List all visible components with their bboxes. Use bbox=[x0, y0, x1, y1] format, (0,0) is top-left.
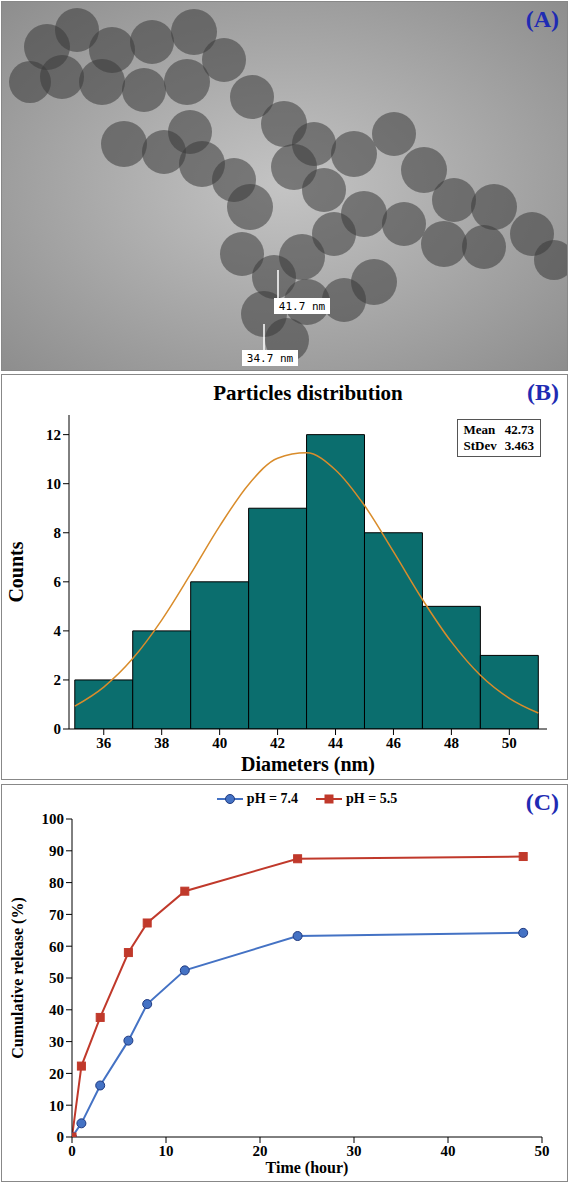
html-text:Counts: Counts bbox=[4, 541, 27, 603]
html-text:Cumulative release (%): Cumulative release (%) bbox=[9, 897, 26, 1059]
svg-text:2: 2 bbox=[54, 672, 62, 688]
svg-text:10: 10 bbox=[46, 476, 61, 492]
svg-text:34.7 nm: 34.7 nm bbox=[247, 352, 294, 365]
html-text:(A): (A) bbox=[525, 6, 559, 32]
svg-text:10: 10 bbox=[159, 1143, 174, 1159]
html-text:Particles distribution: Particles distribution bbox=[213, 381, 403, 405]
svg-text:0: 0 bbox=[57, 1129, 65, 1145]
svg-text:40: 40 bbox=[49, 1002, 64, 1018]
svg-text:10: 10 bbox=[49, 1098, 64, 1114]
svg-text:50: 50 bbox=[49, 970, 64, 986]
html-text:Diameters (nm): Diameters (nm) bbox=[241, 753, 375, 775]
svg-text:40: 40 bbox=[441, 1143, 456, 1159]
svg-text:30: 30 bbox=[49, 1034, 64, 1050]
svg-text:50: 50 bbox=[535, 1143, 550, 1159]
html-text:Mean: Mean bbox=[463, 422, 496, 437]
svg-text:60: 60 bbox=[49, 939, 64, 955]
svg-text:80: 80 bbox=[49, 875, 64, 891]
svg-text:44: 44 bbox=[328, 735, 344, 751]
svg-text:40: 40 bbox=[212, 735, 227, 751]
svg-text:30: 30 bbox=[347, 1143, 362, 1159]
svg-text:4: 4 bbox=[54, 623, 62, 639]
svg-text:0: 0 bbox=[68, 1143, 76, 1159]
html-text:pH = 5.5: pH = 5.5 bbox=[346, 791, 398, 806]
html-text:Time (hour): Time (hour) bbox=[265, 1159, 349, 1176]
svg-text:20: 20 bbox=[49, 1066, 64, 1082]
svg-text:48: 48 bbox=[444, 735, 459, 751]
html-text:(B): (B) bbox=[527, 379, 559, 405]
svg-text:8: 8 bbox=[54, 525, 62, 541]
html-text:42.73: 42.73 bbox=[504, 422, 534, 437]
svg-text:42: 42 bbox=[270, 735, 285, 751]
html-text:pH = 7.4: pH = 7.4 bbox=[246, 791, 298, 806]
svg-text:46: 46 bbox=[386, 735, 402, 751]
svg-text:50: 50 bbox=[502, 735, 517, 751]
svg-text:90: 90 bbox=[49, 843, 64, 859]
svg-text:20: 20 bbox=[253, 1143, 268, 1159]
svg-text:100: 100 bbox=[42, 811, 65, 827]
svg-text:38: 38 bbox=[154, 735, 169, 751]
svg-text:70: 70 bbox=[49, 907, 64, 923]
svg-text:6: 6 bbox=[54, 574, 62, 590]
svg-text:41.7 nm: 41.7 nm bbox=[279, 300, 326, 313]
html-text:3.463: 3.463 bbox=[504, 438, 534, 453]
html-text:StDev: StDev bbox=[463, 438, 497, 453]
svg-text:12: 12 bbox=[46, 427, 61, 443]
svg-text:0: 0 bbox=[54, 721, 62, 737]
html-text:(C): (C) bbox=[525, 789, 559, 815]
svg-text:36: 36 bbox=[96, 735, 112, 751]
